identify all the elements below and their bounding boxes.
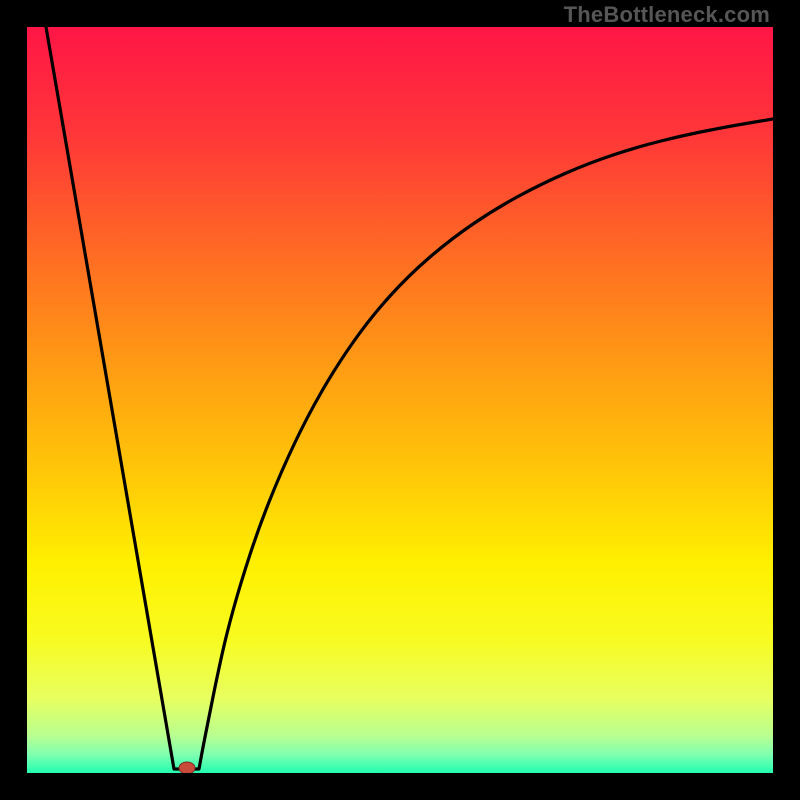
minimum-marker-dot — [179, 762, 195, 773]
watermark-text: TheBottleneck.com — [564, 2, 770, 28]
chart-frame: TheBottleneck.com — [0, 0, 800, 800]
gradient-background — [27, 27, 773, 773]
plot-svg — [27, 27, 773, 773]
plot-area — [27, 27, 773, 773]
